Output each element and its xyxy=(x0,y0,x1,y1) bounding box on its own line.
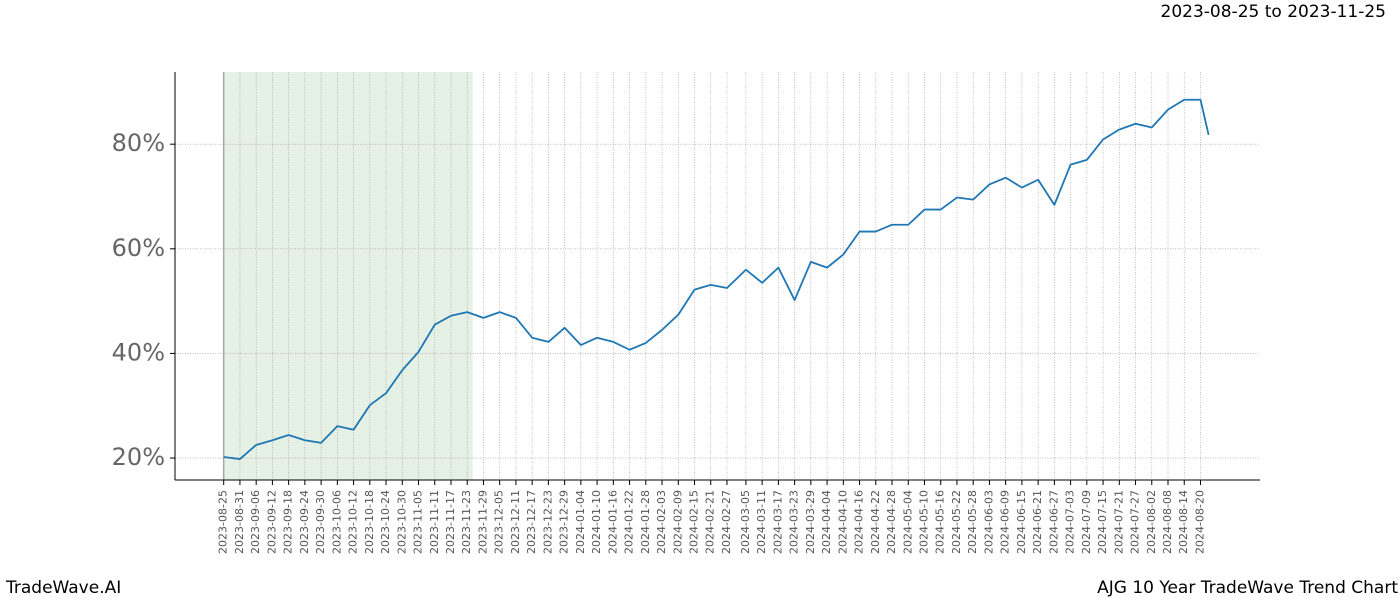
x-tick-label: 2023-10-18 xyxy=(363,490,376,554)
x-tick-label: 2024-05-10 xyxy=(917,490,930,554)
x-tick-label: 2024-03-05 xyxy=(739,490,752,554)
x-tick-label: 2024-01-04 xyxy=(574,490,587,554)
x-tick-label: 2024-07-03 xyxy=(1064,490,1077,554)
x-tick-label: 2023-10-30 xyxy=(395,490,408,554)
x-tick-label: 2024-03-11 xyxy=(755,490,768,554)
x-tick-label: 2023-12-29 xyxy=(558,490,571,554)
x-tick-label: 2023-12-05 xyxy=(493,490,506,554)
x-tick-label: 2024-08-20 xyxy=(1193,490,1206,554)
x-tick-label: 2024-04-04 xyxy=(820,490,833,554)
x-tick-label: 2023-12-23 xyxy=(541,490,554,554)
x-tick-label: 2023-11-23 xyxy=(460,490,473,554)
x-tick-label: 2024-06-09 xyxy=(999,490,1012,554)
y-tick-label: 60% xyxy=(112,234,165,262)
x-tick-label: 2024-06-03 xyxy=(982,490,995,554)
chart-subtitle: 2023-08-25 to 2023-11-25 xyxy=(1161,2,1386,22)
x-tick-label: 2024-02-09 xyxy=(671,490,684,554)
x-tick-label: 2024-07-27 xyxy=(1129,490,1142,554)
trend-line xyxy=(223,98,1210,460)
x-tick-label: 2024-06-27 xyxy=(1047,490,1060,554)
chart-title: AJG 10 Year TradeWave Trend Chart xyxy=(1097,578,1398,598)
highlight-range xyxy=(223,72,473,480)
x-tick-label: 2024-01-10 xyxy=(590,490,603,554)
x-tick-label: 2024-04-10 xyxy=(836,490,849,554)
x-tick-label: 2024-04-16 xyxy=(853,490,866,554)
x-tick-label: 2024-03-17 xyxy=(771,490,784,554)
x-tick-label: 2024-08-14 xyxy=(1177,490,1190,554)
x-tick-label: 2024-05-22 xyxy=(950,490,963,554)
x-tick-label: 2024-01-28 xyxy=(639,490,652,554)
x-tick-label: 2023-10-12 xyxy=(347,490,360,554)
y-tick-label: 80% xyxy=(112,129,165,157)
x-tick-label: 2023-09-30 xyxy=(314,490,327,554)
y-tick-label: 20% xyxy=(112,443,165,471)
x-tick-label: 2023-09-06 xyxy=(249,490,262,554)
x-tick-label: 2023-10-06 xyxy=(330,490,343,554)
x-tick-label: 2024-01-22 xyxy=(623,490,636,554)
x-tick-label: 2024-05-04 xyxy=(901,490,914,554)
x-tick-label: 2023-11-05 xyxy=(412,490,425,554)
x-tick-label: 2024-04-28 xyxy=(885,490,898,554)
x-tick-label: 2023-09-12 xyxy=(265,490,278,554)
x-tick-label: 2024-04-22 xyxy=(869,490,882,554)
y-tick-label: 40% xyxy=(112,338,165,366)
x-tick-label: 2024-02-03 xyxy=(655,490,668,554)
x-tick-label: 2024-05-16 xyxy=(934,490,947,554)
x-tick-label: 2024-08-02 xyxy=(1145,490,1158,554)
x-tick-label: 2024-03-29 xyxy=(804,490,817,554)
x-tick-label: 2023-08-31 xyxy=(233,490,246,554)
x-tick-label: 2024-06-15 xyxy=(1015,490,1028,554)
x-tick-label: 2024-02-21 xyxy=(704,490,717,554)
x-tick-label: 2023-08-25 xyxy=(217,490,230,554)
x-tick-label: 2024-08-08 xyxy=(1161,490,1174,554)
x-tick-label: 2024-02-27 xyxy=(720,490,733,554)
x-tick-label: 2023-10-24 xyxy=(379,490,392,554)
x-tick-label: 2023-09-24 xyxy=(298,490,311,554)
x-tick-label: 2024-05-28 xyxy=(966,490,979,554)
x-tick-label: 2023-11-29 xyxy=(476,490,489,554)
x-tick-label: 2024-01-16 xyxy=(606,490,619,554)
brand: TradeWave.AI xyxy=(5,578,121,598)
x-tick-label: 2023-12-11 xyxy=(509,490,522,554)
x-tick-label: 2023-11-11 xyxy=(428,490,441,554)
x-tick-label: 2024-03-23 xyxy=(788,490,801,554)
x-tick-label: 2024-07-15 xyxy=(1096,490,1109,554)
x-tick-label: 2024-07-21 xyxy=(1112,490,1125,554)
x-tick-label: 2023-11-17 xyxy=(444,490,457,554)
x-tick-label: 2024-07-09 xyxy=(1080,490,1093,554)
x-tick-label: 2024-02-15 xyxy=(688,490,701,554)
x-tick-label: 2023-12-17 xyxy=(525,490,538,554)
x-tick-label: 2023-09-18 xyxy=(282,490,295,554)
x-tick-label: 2024-06-21 xyxy=(1031,490,1044,554)
